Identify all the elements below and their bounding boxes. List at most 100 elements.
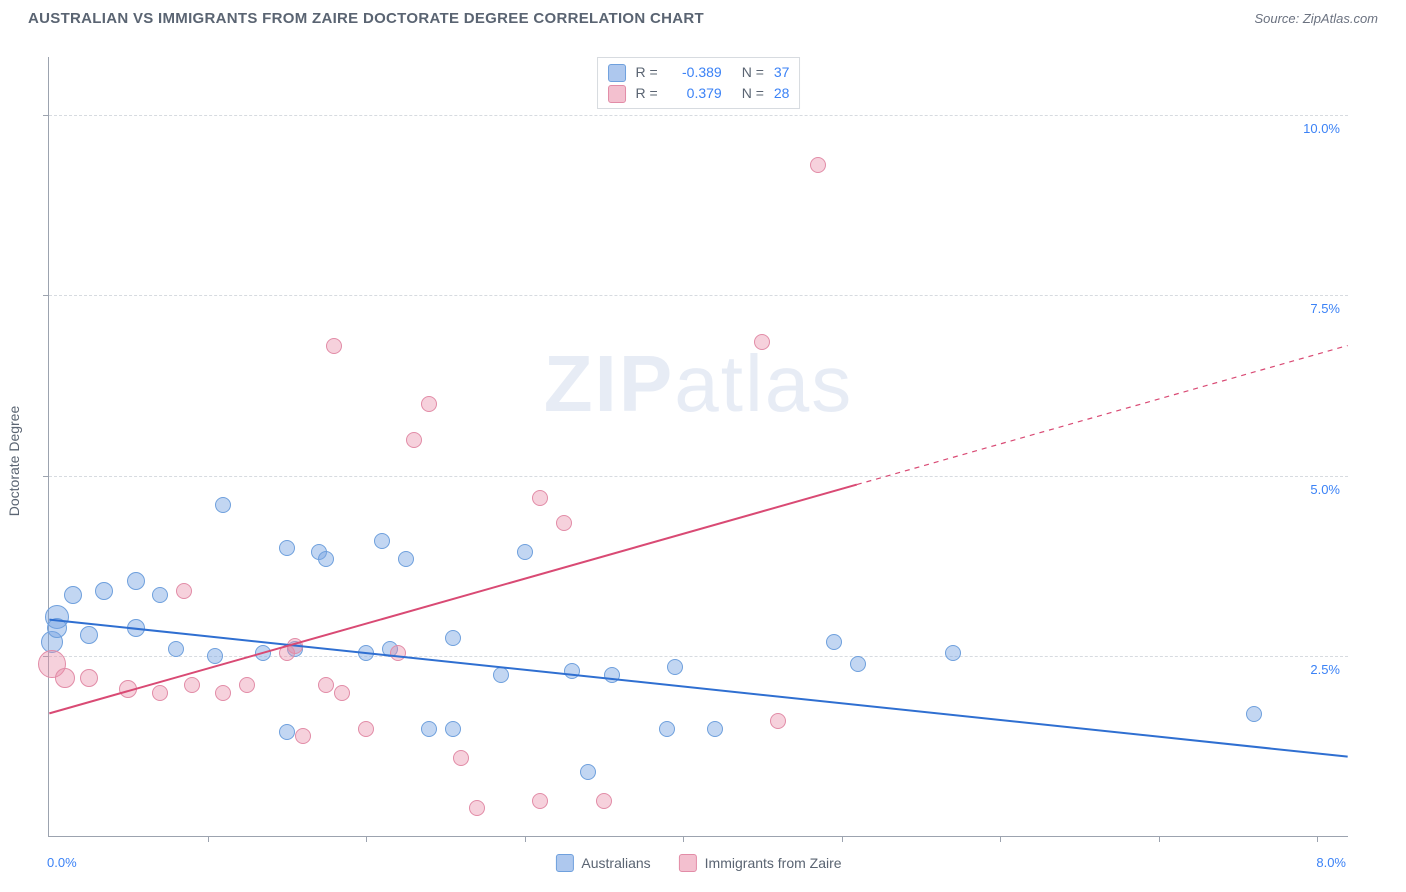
data-point: [945, 645, 961, 661]
source-attribution: Source: ZipAtlas.com: [1254, 11, 1378, 26]
data-point: [279, 724, 295, 740]
legend-swatch: [608, 85, 626, 103]
gridline: [49, 115, 1348, 116]
watermark: ZIPatlas: [544, 338, 853, 430]
chart-container: Doctorate Degree ZIPatlas R = -0.389 N = 37…: [0, 33, 1406, 889]
data-point: [279, 540, 295, 556]
data-point: [358, 645, 374, 661]
data-point: [398, 551, 414, 567]
plot-area: ZIPatlas R =-0.389N =37R =0.379N =28 Aus…: [48, 57, 1348, 837]
legend-item: Immigrants from Zaire: [679, 854, 842, 872]
data-point: [517, 544, 533, 560]
correlation-legend: R = -0.389 N = 37R = 0.379 N = 28: [597, 57, 801, 109]
data-point: [184, 677, 200, 693]
legend-label: Immigrants from Zaire: [705, 855, 842, 871]
data-point: [119, 680, 137, 698]
data-point: [47, 618, 67, 638]
gridline: [49, 476, 1348, 477]
gridline: [49, 295, 1348, 296]
legend-n-value: 28: [774, 83, 790, 104]
data-point: [215, 497, 231, 513]
x-tick: [208, 836, 209, 842]
series-legend: Australians Immigrants from Zaire: [555, 854, 841, 872]
x-tick: [842, 836, 843, 842]
data-point: [667, 659, 683, 675]
trend-lines: [49, 57, 1348, 836]
data-point: [334, 685, 350, 701]
data-point: [207, 648, 223, 664]
legend-row: R =-0.389N =37: [608, 62, 790, 83]
data-point: [532, 793, 548, 809]
data-point: [850, 656, 866, 672]
y-tick: [43, 476, 49, 477]
data-point: [770, 713, 786, 729]
data-point: [754, 334, 770, 350]
y-axis-label: Doctorate Degree: [6, 406, 22, 517]
data-point: [469, 800, 485, 816]
data-point: [176, 583, 192, 599]
y-tick-label: 5.0%: [1310, 482, 1340, 497]
legend-n-value: 37: [774, 62, 790, 83]
data-point: [152, 587, 168, 603]
x-tick: [683, 836, 684, 842]
legend-swatch: [679, 854, 697, 872]
data-point: [55, 668, 75, 688]
legend-swatch: [555, 854, 573, 872]
data-point: [390, 645, 406, 661]
legend-swatch: [608, 64, 626, 82]
data-point: [318, 551, 334, 567]
x-tick-label: 0.0%: [47, 855, 77, 870]
data-point: [564, 663, 580, 679]
data-point: [707, 721, 723, 737]
chart-title: AUSTRALIAN VS IMMIGRANTS FROM ZAIRE DOCT…: [28, 10, 704, 27]
legend-row: R = 0.379 N = 28: [608, 83, 790, 104]
x-tick: [366, 836, 367, 842]
data-point: [421, 721, 437, 737]
legend-r-value: -0.389: [668, 62, 722, 83]
data-point: [604, 667, 620, 683]
data-point: [532, 490, 548, 506]
data-point: [445, 721, 461, 737]
data-point: [80, 626, 98, 644]
data-point: [406, 432, 422, 448]
header: AUSTRALIAN VS IMMIGRANTS FROM ZAIRE DOCT…: [0, 0, 1406, 33]
data-point: [580, 764, 596, 780]
gridline: [49, 656, 1348, 657]
y-tick: [43, 295, 49, 296]
legend-n-label: N =: [742, 62, 764, 83]
data-point: [493, 667, 509, 683]
data-point: [659, 721, 675, 737]
legend-r-value: 0.379: [668, 83, 722, 104]
x-tick-label: 8.0%: [1316, 855, 1346, 870]
data-point: [127, 619, 145, 637]
data-point: [556, 515, 572, 531]
data-point: [453, 750, 469, 766]
legend-label: Australians: [581, 855, 650, 871]
data-point: [326, 338, 342, 354]
watermark-light: atlas: [674, 339, 853, 428]
data-point: [295, 728, 311, 744]
legend-r-label: R =: [636, 83, 658, 104]
x-tick: [1000, 836, 1001, 842]
legend-n-label: N =: [742, 83, 764, 104]
data-point: [80, 669, 98, 687]
data-point: [287, 638, 303, 654]
data-point: [64, 586, 82, 604]
data-point: [168, 641, 184, 657]
data-point: [421, 396, 437, 412]
x-tick: [1317, 836, 1318, 842]
data-point: [596, 793, 612, 809]
data-point: [318, 677, 334, 693]
data-point: [374, 533, 390, 549]
x-tick: [525, 836, 526, 842]
x-tick: [1159, 836, 1160, 842]
data-point: [810, 157, 826, 173]
data-point: [127, 572, 145, 590]
data-point: [358, 721, 374, 737]
data-point: [826, 634, 842, 650]
data-point: [215, 685, 231, 701]
legend-item: Australians: [555, 854, 650, 872]
data-point: [152, 685, 168, 701]
watermark-bold: ZIP: [544, 339, 674, 428]
y-tick-label: 2.5%: [1310, 662, 1340, 677]
